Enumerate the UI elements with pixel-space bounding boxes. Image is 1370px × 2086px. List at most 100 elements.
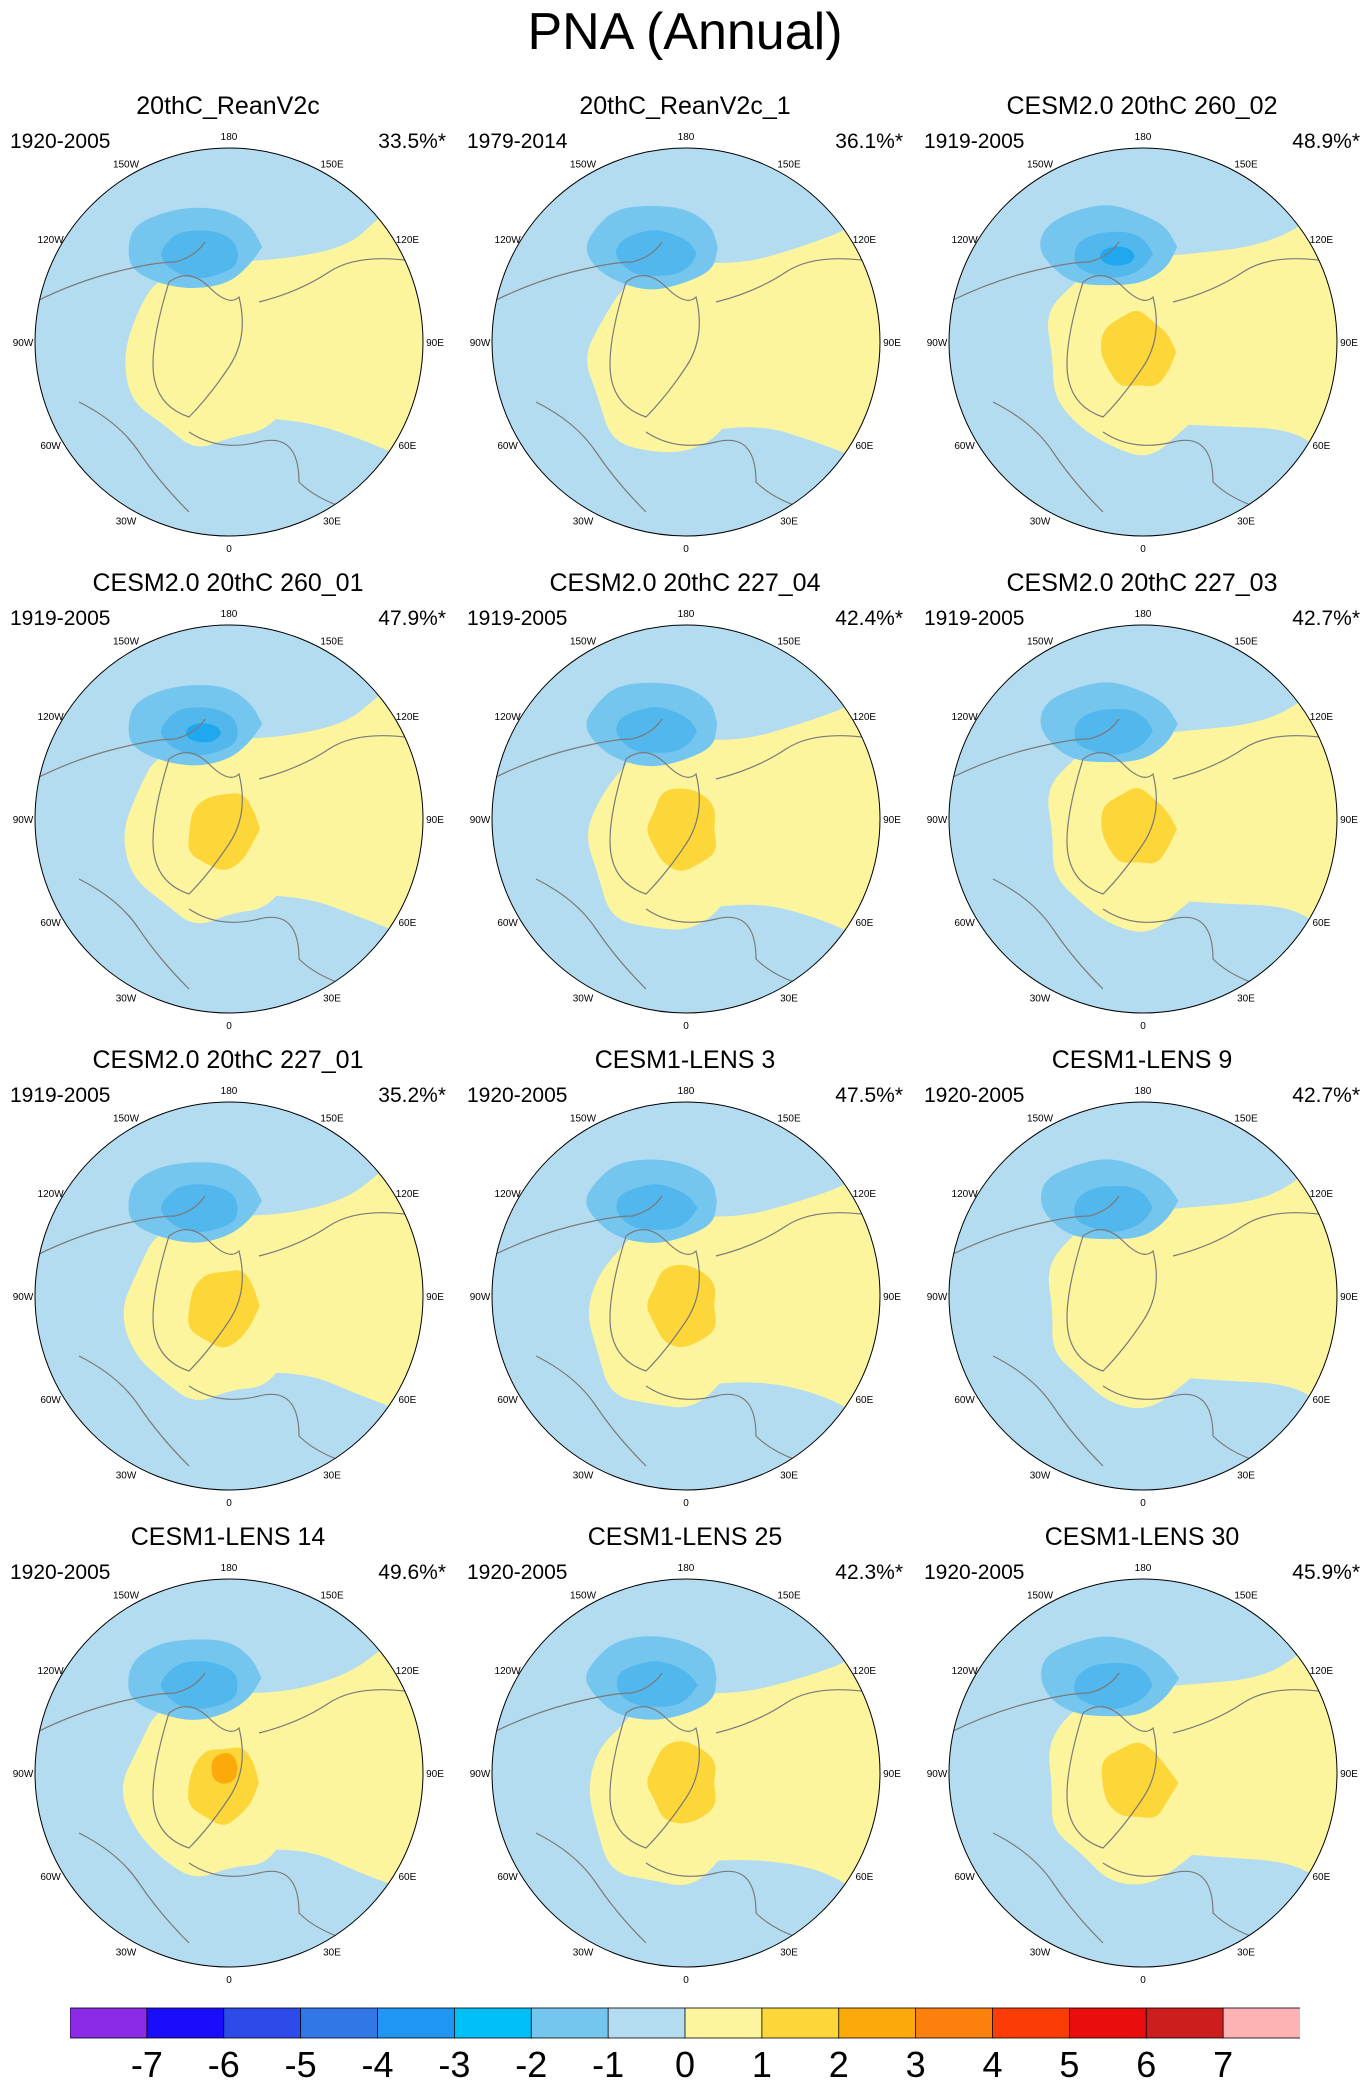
longitude-label: 90W <box>927 1769 948 1780</box>
coastline <box>715 1212 877 1257</box>
longitude-label: 90E <box>1340 1292 1358 1303</box>
longitude-label: 150W <box>1027 1591 1054 1602</box>
panel-title: CESM1-LENS 30 <box>1044 1523 1240 1551</box>
longitude-label: 150W <box>1027 160 1054 171</box>
panel-title: CESM2.0 20thC 260_01 <box>92 569 364 597</box>
longitude-label: 0 <box>1140 1498 1146 1509</box>
coastlines <box>492 718 877 990</box>
colorbar-label: 0 <box>674 2044 696 2085</box>
longitude-label: 150E <box>320 160 344 171</box>
longitude-label: 60E <box>856 918 874 929</box>
polar-map: 180 150E 120E 90E 60E 30E 0 30W 60W 90W 120W 150W <box>13 132 445 555</box>
longitude-label: 60E <box>1313 441 1331 452</box>
pacific-low-core <box>1074 1663 1153 1710</box>
coastline <box>78 1355 190 1467</box>
longitude-label: 60W <box>40 1872 61 1883</box>
coastline <box>949 718 1120 780</box>
longitude-label: 30W <box>116 516 137 527</box>
longitude-label: 150W <box>113 1591 140 1602</box>
polar-map: 180 150E 120E 90E 60E 30E 0 30W 60W 90W 120W 150W <box>13 1086 445 1509</box>
longitude-label: 150E <box>777 1114 801 1125</box>
longitude-label: 30E <box>1237 1947 1255 1958</box>
colorbar-swatch <box>1222 2007 1301 2039</box>
coastlines <box>492 241 877 513</box>
longitude-label: 30W <box>116 1947 137 1958</box>
coastline <box>152 1229 243 1372</box>
pacific-low-center <box>186 723 222 743</box>
longitude-label: 120E <box>853 235 877 246</box>
coastline <box>1172 735 1334 780</box>
coastlines <box>949 1672 1334 1944</box>
colorbar-label: 3 <box>905 2044 926 2085</box>
longitude-label: 60W <box>40 918 61 929</box>
panel-variance: 49.6%* <box>378 1561 446 1584</box>
colorbar-label: -7 <box>130 2044 163 2085</box>
map-panel: CESM1-LENS 30 1920-2005 45.9%* 180 150E 120E 9… <box>914 1523 1370 1998</box>
coastline <box>949 1672 1120 1734</box>
panel-variance: 47.9%* <box>378 607 446 630</box>
coastline <box>645 431 817 513</box>
longitude-label: 180 <box>1135 609 1152 620</box>
colorbar-swatch <box>838 2007 917 2039</box>
coastline <box>78 401 190 513</box>
longitude-label: 0 <box>226 1975 232 1986</box>
longitude-label: 150W <box>113 160 140 171</box>
longitude-label: 120W <box>38 1666 65 1677</box>
coastline <box>645 1385 817 1467</box>
longitude-label: 60E <box>399 441 417 452</box>
longitude-label: 30E <box>323 1947 341 1958</box>
colorbar-swatch <box>992 2007 1071 2039</box>
panel-variance: 47.5%* <box>835 1084 903 1107</box>
polar-map: 180 150E 120E 90E 60E 30E 0 30W 60W 90W 120W 150W <box>470 1086 902 1509</box>
longitude-label: 180 <box>678 1086 695 1097</box>
longitude-label: 60E <box>399 1872 417 1883</box>
longitude-label: 90E <box>883 338 901 349</box>
coastline <box>1066 275 1157 418</box>
coastline <box>188 431 360 513</box>
panel-title: 20thC_ReanV2c_1 <box>579 92 791 120</box>
coastline <box>78 1832 190 1944</box>
coastline <box>152 1706 243 1849</box>
colorbar-label: -4 <box>361 2044 394 2085</box>
map-panel: 20thC_ReanV2c 1920-2005 33.5%* 180 150E 120E 9… <box>0 92 456 567</box>
colorbar-label: -5 <box>284 2044 317 2085</box>
coastline <box>645 908 817 990</box>
longitude-label: 180 <box>221 609 238 620</box>
panel-title: CESM1-LENS 25 <box>587 1523 783 1551</box>
colorbar-swatch <box>453 2007 533 2039</box>
longitude-label: 0 <box>1140 544 1146 555</box>
coastline <box>492 718 663 780</box>
coastline <box>535 401 647 513</box>
map-panel: CESM1-LENS 25 1920-2005 42.3%* 180 150E 120E 9… <box>457 1523 913 1998</box>
map-boundary <box>491 1101 881 1491</box>
longitude-label: 120W <box>38 235 65 246</box>
longitude-label: 150W <box>1027 1114 1054 1125</box>
longitude-label: 60W <box>40 441 61 452</box>
longitude-label: 60E <box>856 1872 874 1883</box>
coastline <box>258 1212 420 1257</box>
coastline <box>535 1832 647 1944</box>
longitude-label: 120W <box>495 235 522 246</box>
longitude-label: 120E <box>396 1189 420 1200</box>
longitude-label: 60E <box>1313 1872 1331 1883</box>
panel-years: 1920-2005 <box>467 1084 568 1107</box>
coastline <box>492 1672 663 1734</box>
longitude-label: 150E <box>777 637 801 648</box>
longitude-label: 30W <box>573 1947 594 1958</box>
longitude-label: 180 <box>221 1086 238 1097</box>
polar-map: 180 150E 120E 90E 60E 30E 0 30W 60W 90W 120W 150W <box>470 132 902 555</box>
coastline <box>258 258 420 303</box>
map-panel: CESM2.0 20thC 227_01 1919-2005 35.2%* 180 15… <box>0 1046 456 1521</box>
longitude-label: 120W <box>495 1189 522 1200</box>
longitude-label: 30E <box>780 516 798 527</box>
longitude-label: 90E <box>426 338 444 349</box>
polar-map: 180 150E 120E 90E 60E 30E 0 30W 60W 90W 120W 150W <box>470 1563 902 1986</box>
map-boundary <box>948 1101 1338 1491</box>
longitude-label: 90E <box>883 815 901 826</box>
coastline <box>188 1862 360 1944</box>
panel-years: 1920-2005 <box>924 1084 1025 1107</box>
longitude-label: 30W <box>116 1470 137 1481</box>
panel-variance: 45.9%* <box>1292 1561 1360 1584</box>
longitude-label: 0 <box>683 1021 689 1032</box>
colorbar-swatch <box>377 2007 456 2039</box>
